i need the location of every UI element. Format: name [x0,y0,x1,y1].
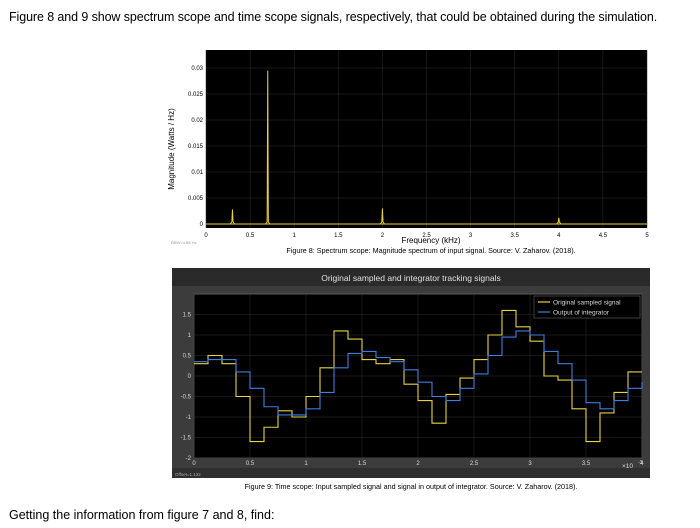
figure8-rbw-label: RBW=4.88 Hz [171,240,196,245]
figure9-x-tick-4: 2 [416,461,420,467]
spectrum-peak-2 [379,208,385,225]
figure8-y-tick-6: 0.03 [191,66,203,72]
figure8-x-tick-3: 1.5 [334,233,343,239]
legend-label-integrator: Output of integrator [553,310,610,317]
figure9-x-tick-8: 4 [640,461,644,467]
figure8-y-tick-5: 0.025 [188,92,204,98]
figure9-x-multiplier-exponent: -3 [638,460,643,466]
figure9-x-tick-1: 0.5 [246,461,255,467]
figure9-y-tick-7: 1.5 [183,313,192,319]
figure9-y-tick-2: -1 [186,415,192,421]
figure9-x-tick-5: 2.5 [470,461,479,467]
figure8-x-tick-8: 4 [557,233,561,239]
figure8-x-tick-4: 2 [381,233,385,239]
figure9-y-tick-0: -2 [186,456,192,462]
figure8-caption: Figure 8: Spectrum scope: Magnitude spec… [286,246,575,255]
figure9-status-bar [172,468,650,478]
figure9-x-tick-2: 1 [304,461,308,467]
figure9-title: Original sampled and integrator tracking… [321,273,501,283]
figure9-x-tick-7: 3.5 [582,461,591,467]
closing-paragraph: Getting the information from figure 7 an… [9,508,275,522]
intro-paragraph: Figure 8 and 9 show spectrum scope and t… [9,10,658,24]
spectrum-scope-figure: 0 0.005 0.01 0.015 0.02 0.025 0.03 0 0.5 1 1.5 2 2.… [167,46,649,258]
spectrum-peak-1 [265,70,271,225]
figure8-x-tick-10: 5 [645,233,649,239]
figure8-y-tick-3: 0.015 [188,144,204,150]
figure9-legend-box [533,295,641,319]
figure8-x-tick-2: 1 [293,233,297,239]
figure9-x-tick-6: 3 [528,461,532,467]
figure9-caption: Figure 9: Time scope: Input sampled sign… [245,482,578,491]
figure9-x-tick-3: 1.5 [358,461,367,467]
spectrum-peak-0 [229,209,236,225]
figure8-y-tick-2: 0.01 [191,170,203,176]
original-sampled-signal-line [194,309,642,443]
figure8-x-tick-6: 3 [469,233,473,239]
figure9-x-multiplier-base: ×10 [622,463,633,470]
figure9-y-tick-3: -0.5 [181,395,192,401]
figure8-y-tick-1: 0.005 [188,196,204,202]
figure8-x-tick-9: 4.5 [599,233,608,239]
integrator-output-line [194,330,643,416]
figure9-y-tick-1: -1.5 [181,436,192,442]
figure9-x-tick-0: 0 [192,461,196,467]
figure9-series [194,309,643,443]
figure8-x-tick-0: 0 [204,233,208,239]
figure8-x-axis-label: Frequency (kHz) [401,236,460,245]
figure9-y-tick-4: 0 [188,374,192,380]
figure9-title-bar [172,268,650,286]
figure9-x-ticks: 0 0.5 1 1.5 2 2.5 3 3.5 4 [192,461,644,467]
figure9-x-multiplier: ×10 -3 [622,460,643,470]
figure9-y-tick-6: 1 [188,333,192,339]
figure9-y-tick-5: 0.5 [183,354,192,360]
figure8-x-tick-1: 0.5 [246,233,255,239]
figure8-y-tick-0: 0 [200,222,204,228]
figure8-y-axis-label: Magnitude (Watts / Hz) [167,108,176,190]
spectrum-peak-3 [556,217,562,225]
figure8-x-tick-5: 2.5 [422,233,431,239]
figure9-legend: Original sampled signal Output of integr… [533,295,641,319]
legend-label-original: Original sampled signal [553,300,621,307]
figure9-y-ticks: -2 -1.5 -1 -0.5 0 0.5 1 1.5 [181,313,192,463]
time-scope-figure: Original sampled and integrator tracking… [172,268,650,491]
figure8-series [206,70,647,225]
figure8-y-ticks: 0 0.005 0.01 0.015 0.02 0.025 0.03 [188,66,204,228]
figure8-x-ticks: 0 0.5 1 1.5 2 2.5 3 3.5 4 4.5 5 [204,233,649,239]
figure9-offset-label: Offset=1.132 [175,472,201,477]
figure8-x-tick-7: 3.5 [511,233,520,239]
figure8-y-tick-4: 0.02 [191,118,203,124]
